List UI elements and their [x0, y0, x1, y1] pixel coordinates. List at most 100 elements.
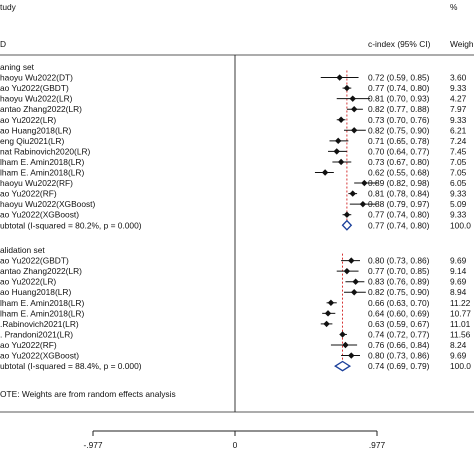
point-estimate	[361, 179, 368, 187]
ci-text: 0.77 (0.74, 0.80)	[368, 220, 430, 230]
point-estimate	[334, 137, 342, 145]
study-label: haoyu Wu2022(LR)	[0, 94, 73, 104]
group-label: alidation set	[0, 245, 45, 255]
point-estimate	[350, 127, 358, 134]
study-label: lham E. Amin2018(LR)	[0, 168, 84, 178]
study-label: ao Yu2022(XGBoost)	[0, 351, 79, 361]
study-label: ao Yu2022(GBDT)	[0, 83, 69, 93]
weight-text: 6.05	[450, 178, 467, 188]
weight-text: 6.21	[450, 125, 467, 135]
header-weight-line2: Weigh	[450, 39, 474, 49]
ci-text: 0.81 (0.78, 0.84)	[368, 189, 430, 199]
header: tudy D c-index (95% CI) % Weigh	[0, 2, 474, 49]
point-estimate	[333, 148, 340, 155]
ci-text: 0.73 (0.70, 0.76)	[368, 115, 430, 125]
header-study-line2: D	[0, 39, 6, 49]
header-weight-line1: %	[450, 2, 458, 12]
weight-text: 11.01	[450, 319, 471, 329]
point-estimate	[337, 158, 345, 166]
study-label: haoyu Wu2022(DT)	[0, 73, 73, 83]
study-label: antao Zhang2022(LR)	[0, 266, 82, 276]
ci-text: 0.74 (0.69, 0.79)	[368, 361, 430, 371]
ci-text: 0.62 (0.55, 0.68)	[368, 168, 430, 178]
ci-text: 0.81 (0.70, 0.93)	[368, 94, 430, 104]
x-axis: -.977 0 .977	[83, 430, 385, 450]
weight-text: 7.24	[450, 136, 467, 146]
weight-text: 100.0	[450, 361, 471, 371]
point-estimate	[323, 320, 330, 328]
weight-text: 11.22	[450, 298, 471, 308]
study-label: .Rabinovich2021(LR)	[0, 319, 79, 329]
study-label: nat Rabinovich2020(LR)	[0, 146, 91, 156]
footnote: OTE: Weights are from random effects ana…	[0, 389, 176, 399]
point-estimate	[350, 106, 358, 113]
weight-text: 100.0	[450, 220, 471, 230]
point-estimate	[321, 169, 329, 176]
ci-text: 0.73 (0.67, 0.80)	[368, 157, 430, 167]
ci-text: 0.83 (0.76, 0.89)	[368, 277, 430, 287]
point-estimate	[337, 116, 345, 123]
study-label: ao Yu2022(LR)	[0, 115, 56, 125]
study-label: ao Yu2022(RF)	[0, 189, 57, 199]
weight-text: 8.94	[450, 287, 467, 297]
ci-text: 0.80 (0.73, 0.86)	[368, 256, 430, 266]
weight-text: 9.33	[450, 189, 467, 199]
ci-text: 0.74 (0.72, 0.77)	[368, 329, 430, 339]
ci-text: 0.76 (0.66, 0.84)	[368, 340, 430, 350]
study-label: lham E. Amin2018(LR)	[0, 308, 84, 318]
weight-text: 9.14	[450, 266, 467, 276]
weight-text: 4.27	[450, 94, 467, 104]
point-estimate	[349, 190, 356, 197]
weight-text: 5.09	[450, 199, 467, 209]
weight-text: 3.60	[450, 73, 467, 83]
study-label: ao Yu2022(XGBoost)	[0, 210, 79, 220]
ci-text: 0.66 (0.63, 0.70)	[368, 298, 430, 308]
weight-text: 7.97	[450, 104, 467, 114]
study-label: antao Zhang2022(LR)	[0, 104, 82, 114]
point-estimate	[350, 289, 358, 296]
point-estimate	[343, 211, 351, 218]
point-estimate	[352, 278, 359, 285]
study-label: ao Huang2018(LR)	[0, 125, 71, 135]
ci-text: 0.77 (0.74, 0.80)	[368, 83, 430, 93]
point-estimate	[324, 310, 332, 317]
point-estimate	[359, 200, 367, 208]
study-label: haoyu Wu2022(RF)	[0, 178, 73, 188]
ci-text: 0.82 (0.77, 0.88)	[368, 104, 430, 114]
weight-text: 11.56	[450, 329, 471, 339]
study-label: ao Yu2022(RF)	[0, 340, 57, 350]
axis-tick-label: 0	[233, 440, 238, 450]
weight-text: 9.33	[450, 115, 467, 125]
ci-text: 0.89 (0.82, 0.98)	[368, 178, 430, 188]
point-estimate	[342, 341, 349, 349]
ci-text: 0.88 (0.79, 0.97)	[368, 199, 430, 209]
ci-text: 0.63 (0.59, 0.67)	[368, 319, 430, 329]
group-label: aning set	[0, 62, 35, 72]
point-estimate	[348, 352, 355, 359]
point-estimate	[327, 299, 335, 306]
study-label: eng Qiu2021(LR)	[0, 136, 64, 146]
ci-text: 0.77 (0.70, 0.85)	[368, 266, 430, 276]
point-estimate	[349, 95, 356, 102]
study-label: lham E. Amin2018(LR)	[0, 298, 84, 308]
point-estimate	[336, 74, 343, 81]
weight-text: 8.24	[450, 340, 467, 350]
study-label: lham E. Amin2018(LR)	[0, 157, 84, 167]
ci-text: 0.70 (0.64, 0.77)	[368, 146, 430, 156]
weight-text: 9.69	[450, 351, 467, 361]
header-cindex: c-index (95% CI)	[368, 39, 431, 49]
study-label: ao Huang2018(LR)	[0, 287, 71, 297]
forest-rows: aning set alidation set haoyu Wu2022(DT) 0.…	[0, 55, 471, 412]
study-label: ao Yu2022(GBDT)	[0, 256, 69, 266]
weight-text: 9.69	[450, 277, 467, 287]
pooled-diamond	[334, 360, 352, 372]
ci-text: 0.64 (0.60, 0.69)	[368, 308, 430, 318]
study-label: haoyu Wu2022(XGBoost)	[0, 199, 95, 209]
point-estimate	[343, 267, 351, 275]
weight-text: 9.33	[450, 83, 467, 93]
pooled-diamond	[341, 219, 353, 231]
subtotal-label: ubtotal (I-squared = 80.2%, p = 0.000)	[0, 220, 142, 230]
ci-text: 0.80 (0.73, 0.86)	[368, 351, 430, 361]
weight-text: 9.69	[450, 256, 467, 266]
